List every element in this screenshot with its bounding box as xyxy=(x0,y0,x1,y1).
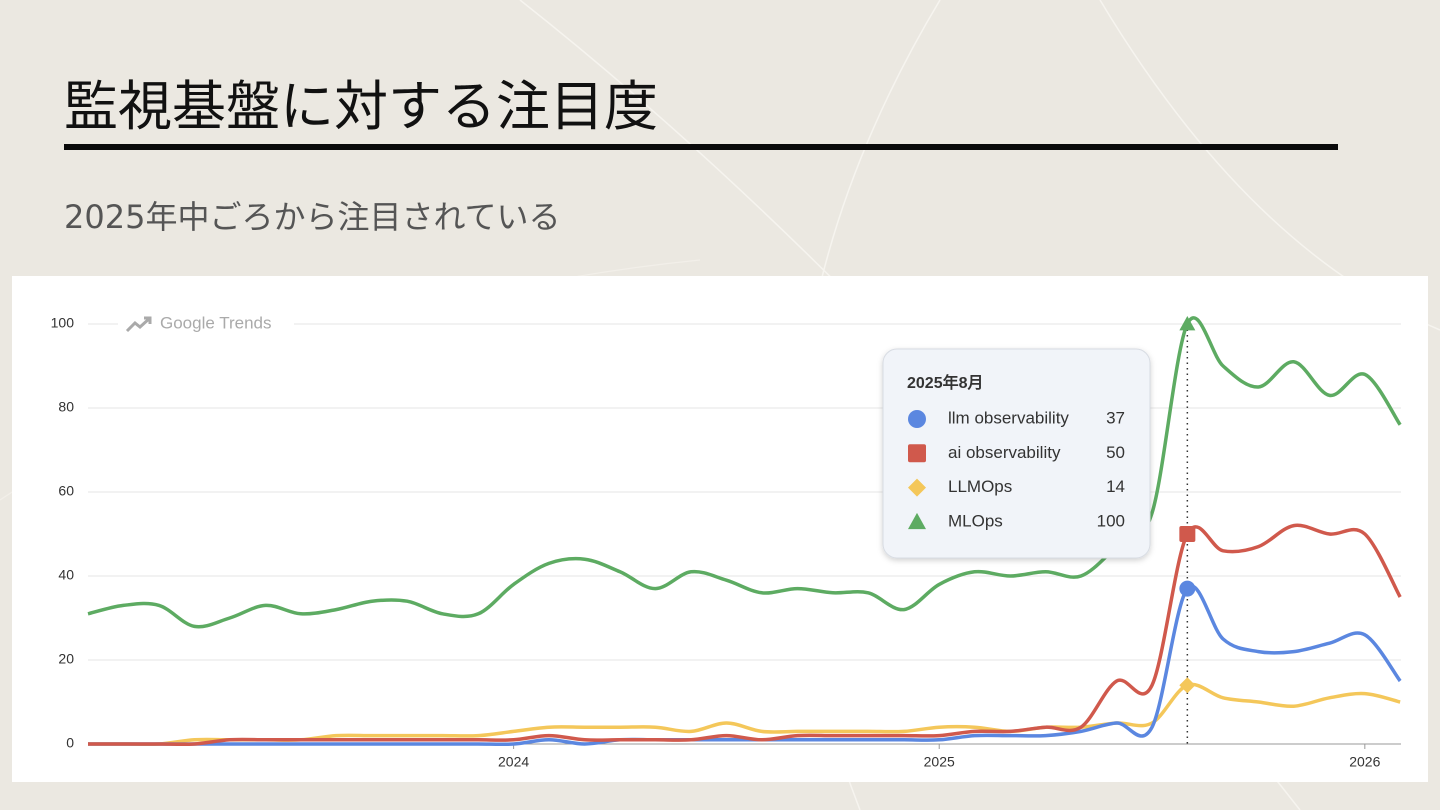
marker xyxy=(1179,316,1196,331)
x-tick-label: 2024 xyxy=(498,754,529,770)
tooltip: 2025年8月 llm observability 37 ai observabili… xyxy=(882,348,1151,559)
watermark-bg xyxy=(118,312,294,336)
series-line xyxy=(87,316,1402,629)
marker xyxy=(908,410,926,428)
y-tick-label: 80 xyxy=(58,399,74,415)
tooltip-value: 14 xyxy=(1106,477,1125,496)
y-tick-label: 60 xyxy=(58,483,74,499)
slide-title: 監視基盤に対する注目度 xyxy=(64,75,658,138)
legend-label: ai observability xyxy=(948,443,1061,462)
tooltip-box xyxy=(882,348,1151,559)
marker xyxy=(1179,526,1196,542)
y-tick-label: 0 xyxy=(66,735,74,751)
series-line xyxy=(88,523,1402,747)
marker xyxy=(1179,677,1196,694)
y-tick-label: 40 xyxy=(58,567,74,583)
tooltip-value: 100 xyxy=(1097,511,1125,530)
marker xyxy=(908,512,926,530)
marker xyxy=(908,478,926,497)
legend-label: MLOps xyxy=(948,511,1003,530)
marker xyxy=(1179,580,1196,597)
watermark-icon xyxy=(125,316,152,333)
slide-subtitle: 2025年中ごろから注目されている xyxy=(64,198,561,236)
title-rule xyxy=(64,144,1338,150)
y-tick-label: 20 xyxy=(58,651,74,667)
series-line xyxy=(88,682,1401,747)
tooltip-value: 37 xyxy=(1106,408,1125,427)
x-tick-label: 2025 xyxy=(924,754,955,770)
marker xyxy=(908,444,926,463)
y-tick-label: 100 xyxy=(51,315,75,331)
watermark: Google Trends xyxy=(160,313,272,332)
legend-label: LLMOps xyxy=(948,477,1012,496)
x-tick-label: 2026 xyxy=(1349,754,1380,770)
tooltip-title: 2025年8月 xyxy=(907,373,984,392)
tooltip-value: 50 xyxy=(1106,443,1125,462)
legend-label: llm observability xyxy=(948,408,1069,427)
